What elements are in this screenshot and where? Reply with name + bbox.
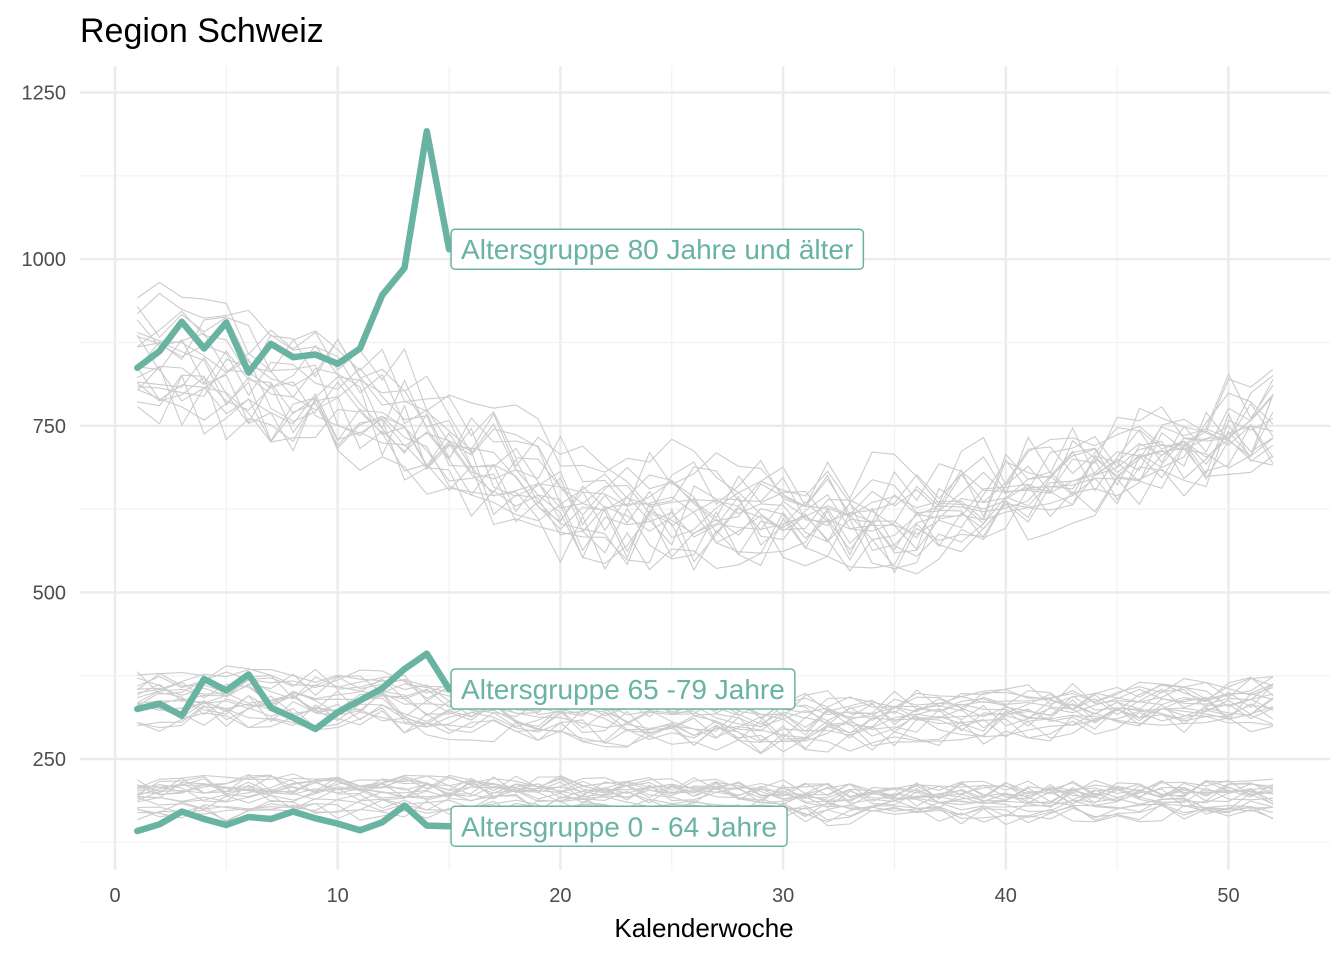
background-year-line <box>136 292 1274 524</box>
background-year-line <box>137 703 1274 753</box>
highlight-series-lines <box>134 128 453 835</box>
background-year-line <box>136 365 1274 567</box>
x-tick-label: 40 <box>995 885 1017 907</box>
background-year-line <box>137 381 1274 569</box>
x-tick-label: 20 <box>549 885 571 907</box>
y-tick-label: 750 <box>33 416 66 438</box>
highlight-line <box>134 802 453 835</box>
axis-ticks: 0 10 20 30 40 50 250 500 750 1000 1250 <box>22 83 1240 907</box>
background-year-line <box>137 365 1274 559</box>
background-year-line <box>136 335 1274 535</box>
series-labels: Altersgruppe 80 Jahre und älter Altersgru… <box>450 228 865 848</box>
series-label: Altersgruppe 0 - 64 Jahre <box>450 805 788 848</box>
y-tick-label: 500 <box>33 582 66 604</box>
background-year-line <box>137 691 1274 742</box>
background-series-lines <box>136 281 1274 827</box>
background-year-line <box>137 690 1274 736</box>
background-year-line <box>137 356 1274 562</box>
series-label: Altersgruppe 65 -79 Jahre <box>450 668 796 710</box>
background-year-line <box>137 331 1274 544</box>
x-tick-label: 0 <box>109 885 120 907</box>
background-year-line <box>136 776 1274 801</box>
highlight-line <box>134 650 453 733</box>
y-tick-label: 1250 <box>22 83 67 105</box>
background-year-line <box>137 784 1274 809</box>
background-year-line <box>136 376 1274 567</box>
series-label-text: Altersgruppe 65 -79 Jahre <box>461 674 785 705</box>
background-year-line <box>137 688 1274 733</box>
background-year-line <box>137 690 1274 739</box>
background-year-line <box>136 374 1274 575</box>
background-year-line <box>137 775 1274 799</box>
y-tick-label: 250 <box>33 749 66 771</box>
highlight-line <box>134 128 453 376</box>
background-year-line <box>137 707 1274 755</box>
chart-title: Region Schweiz <box>80 12 324 50</box>
y-tick-label: 1000 <box>22 249 67 271</box>
series-label-box <box>450 668 796 710</box>
background-year-line <box>137 773 1274 798</box>
background-year-line <box>136 306 1274 514</box>
x-tick-label: 10 <box>327 885 349 907</box>
x-axis-label: Kalenderwoche <box>614 913 793 943</box>
background-year-line <box>137 358 1274 546</box>
background-year-line <box>137 780 1274 805</box>
background-year-line <box>137 788 1274 812</box>
background-year-line <box>137 676 1274 728</box>
background-year-line <box>137 358 1274 551</box>
x-tick-label: 50 <box>1217 885 1239 907</box>
background-year-line <box>137 704 1274 750</box>
series-label-box <box>450 805 788 848</box>
background-year-line <box>137 374 1274 572</box>
background-year-line <box>136 341 1274 551</box>
series-label-text: Altersgruppe 80 Jahre und älter <box>461 234 853 265</box>
background-year-line <box>137 335 1274 532</box>
series-label: Altersgruppe 80 Jahre und älter <box>450 228 865 270</box>
background-year-line <box>136 281 1274 508</box>
series-label-box <box>450 228 865 270</box>
series-label-text: Altersgruppe 0 - 64 Jahre <box>461 811 777 842</box>
x-tick-label: 30 <box>772 885 794 907</box>
background-year-line <box>137 782 1274 808</box>
